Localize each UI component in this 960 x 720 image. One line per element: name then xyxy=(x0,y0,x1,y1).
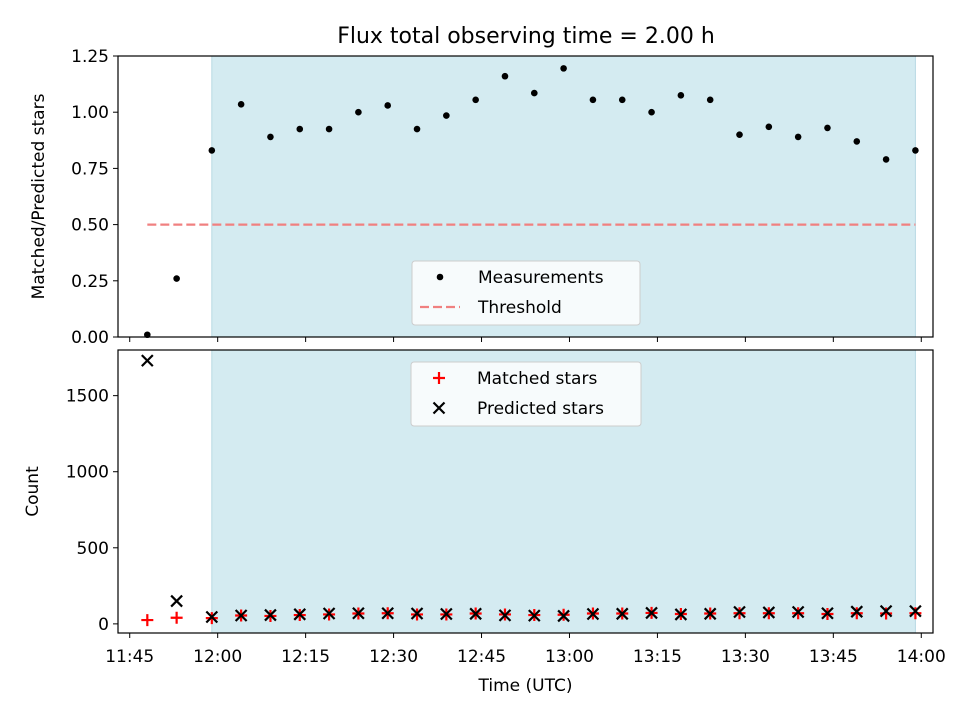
predicted-star-point xyxy=(733,605,746,619)
measurement-point xyxy=(706,96,714,104)
top-ytick-label: 0.00 xyxy=(71,328,109,348)
predicted-star-point xyxy=(909,604,922,618)
measurement-point xyxy=(355,108,362,116)
top-ytick-label: 0.25 xyxy=(71,272,109,292)
predicted-star-point xyxy=(762,606,776,619)
matched-star-point xyxy=(141,614,154,627)
measurement-point xyxy=(443,112,450,119)
measurement-point xyxy=(501,72,509,80)
measurement-point xyxy=(560,65,567,72)
xtick-label: 12:15 xyxy=(281,647,330,667)
predicted-star-point xyxy=(205,610,219,624)
matched-star-point xyxy=(170,611,183,624)
top-legend-label: Measurements xyxy=(478,268,604,288)
chart-title: Flux total observing time = 2.00 h xyxy=(337,24,715,49)
xtick-label: 12:30 xyxy=(369,647,418,667)
measurement-point xyxy=(413,125,421,133)
measurement-point xyxy=(296,125,304,133)
legend-key-predicted xyxy=(432,401,446,415)
legend-key-matched xyxy=(433,372,445,384)
measurement-point xyxy=(384,102,392,109)
xlabel: Time (UTC) xyxy=(478,676,573,696)
predicted-star-point xyxy=(821,606,834,620)
top-legend-label: Threshold xyxy=(477,298,562,318)
bottom-ylabel: Count xyxy=(23,466,43,517)
top-ylabel: Matched/Predicted stars xyxy=(29,93,49,299)
bottom-legend-box xyxy=(410,361,642,427)
measurement-point xyxy=(237,101,245,108)
predicted-star-point xyxy=(322,607,336,620)
measurement-point xyxy=(208,147,216,154)
xtick-label: 12:45 xyxy=(457,647,506,667)
bottom-legend-label: Matched stars xyxy=(477,369,597,389)
measurement-point xyxy=(912,147,919,154)
predicted-star-point xyxy=(791,605,805,619)
top-ytick-label: 1.00 xyxy=(71,103,109,123)
measurement-point xyxy=(472,96,479,104)
predicted-star-point xyxy=(410,607,424,620)
predicted-star-point xyxy=(498,609,512,622)
matched-star-point xyxy=(909,607,922,620)
measurement-point xyxy=(325,125,333,133)
top-ytick-label: 0.75 xyxy=(71,159,109,179)
measurement-point xyxy=(794,133,802,141)
bottom-ytick-label: 1500 xyxy=(66,387,109,407)
predicted-star-point xyxy=(352,606,365,620)
xtick-label: 11:45 xyxy=(105,647,154,667)
measurement-point xyxy=(736,131,743,138)
predicted-star-point xyxy=(293,608,307,621)
predicted-star-point xyxy=(469,607,482,621)
predicted-star-point xyxy=(528,609,541,622)
bottom-axes-frame xyxy=(117,349,934,634)
predicted-star-point xyxy=(170,594,183,608)
top-legend-box xyxy=(411,260,641,326)
predicted-star-point xyxy=(264,608,277,622)
xtick-label: 13:00 xyxy=(545,647,594,667)
measurement-point xyxy=(530,89,538,97)
predicted-star-point xyxy=(381,606,394,620)
measurement-point xyxy=(173,275,180,282)
measurement-point xyxy=(765,123,773,131)
bottom-ytick-label: 500 xyxy=(77,539,109,559)
top-axes-frame xyxy=(117,55,934,338)
measurement-point xyxy=(648,108,655,116)
legend-key-measurements xyxy=(436,273,444,281)
top-ytick-label: 1.25 xyxy=(71,47,109,67)
predicted-star-point xyxy=(141,354,154,367)
predicted-star-point xyxy=(645,606,658,620)
predicted-star-point xyxy=(440,607,453,621)
top-panel: 0.00 0.25 0.50 0.75 1.00 1.25 Matched/Predicte… xyxy=(29,47,934,348)
predicted-star-point xyxy=(234,609,248,622)
measurement-point xyxy=(824,124,831,132)
xtick-label: 13:15 xyxy=(633,647,682,667)
predicted-star-point xyxy=(703,607,717,621)
bottom-ytick-label: 1000 xyxy=(66,463,109,483)
bottom-ytick-label: 0 xyxy=(98,615,109,635)
xtick-label: 13:45 xyxy=(809,647,858,667)
bottom-panel: 0 500 1000 1500 11:45 12:00 12:15 12:30 12:45 13:… xyxy=(23,349,946,696)
top-ytick-label: 0.50 xyxy=(71,216,109,236)
measurement-point xyxy=(677,92,685,99)
xtick-label: 13:30 xyxy=(721,647,770,667)
predicted-star-point xyxy=(850,605,864,618)
predicted-star-point xyxy=(557,609,570,623)
measurement-point xyxy=(589,96,597,104)
xtick-label: 12:00 xyxy=(193,647,242,667)
predicted-star-point xyxy=(615,607,629,621)
matched-star-point xyxy=(880,607,893,620)
bottom-legend-label: Predicted stars xyxy=(477,399,604,419)
measurement-point xyxy=(618,96,626,104)
predicted-star-point xyxy=(879,604,893,618)
measurement-point xyxy=(853,138,861,145)
predicted-star-point xyxy=(674,608,688,621)
measurement-point xyxy=(882,156,890,163)
xtick-label: 14:00 xyxy=(897,647,946,667)
measurement-point xyxy=(267,133,274,141)
predicted-star-point xyxy=(586,607,600,621)
